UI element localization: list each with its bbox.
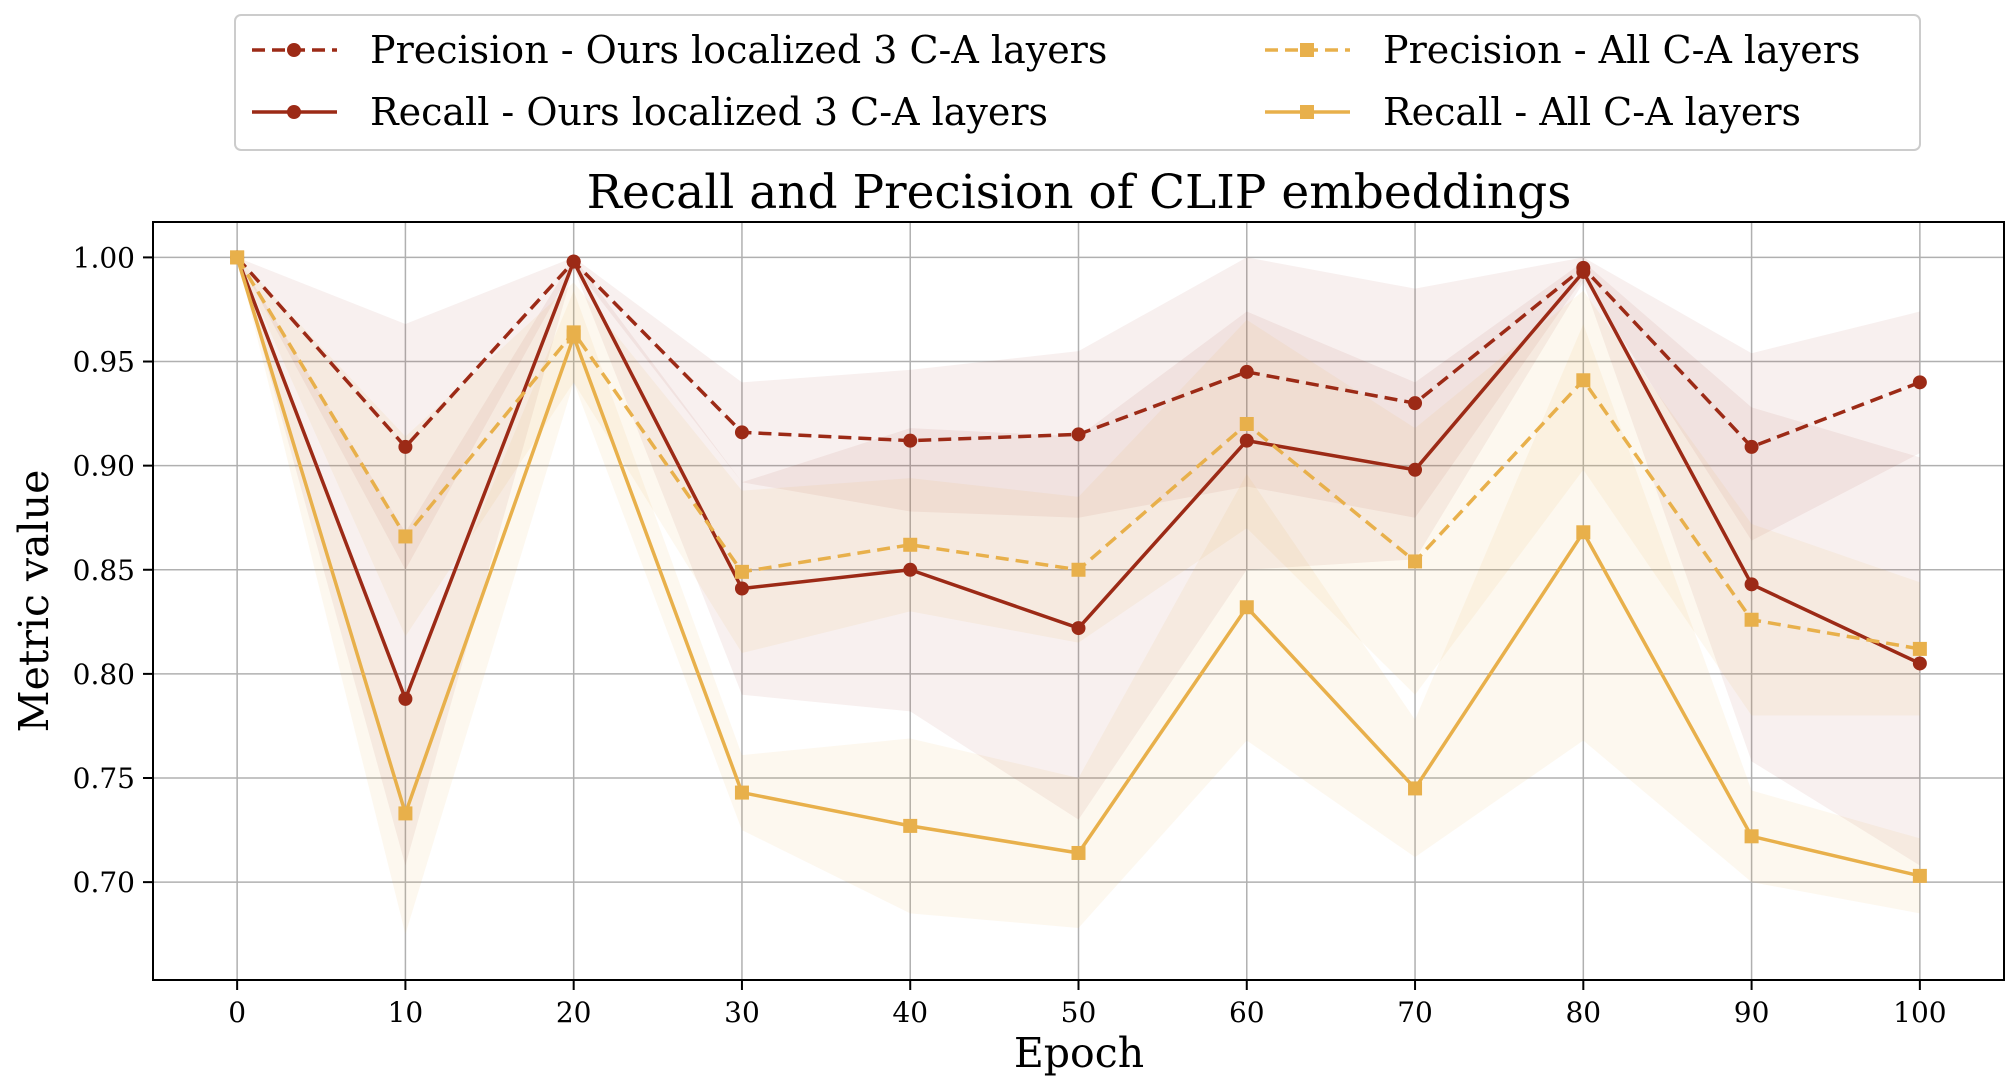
data-point xyxy=(398,691,413,706)
data-point xyxy=(1744,439,1759,454)
x-axis-label: Epoch xyxy=(1014,1029,1144,1077)
legend-entry-label: Precision - Ours localized 3 C-A layers xyxy=(370,28,1107,72)
y-tick-label: 0.90 xyxy=(73,450,135,483)
data-point xyxy=(1071,845,1086,860)
data-point xyxy=(1744,577,1759,592)
data-point xyxy=(230,250,245,265)
data-point xyxy=(903,433,918,448)
data-point xyxy=(398,806,413,821)
confidence-band-1 xyxy=(237,257,1920,866)
legend-marker xyxy=(1300,105,1314,119)
data-point xyxy=(1912,375,1927,390)
data-point xyxy=(1744,612,1759,627)
data-point xyxy=(566,254,581,269)
data-point xyxy=(1239,364,1254,379)
grid xyxy=(153,222,2004,980)
data-point xyxy=(1576,373,1591,388)
data-point xyxy=(398,439,413,454)
data-point xyxy=(1576,525,1591,540)
data-point xyxy=(1408,554,1423,569)
x-tick-label: 20 xyxy=(556,996,592,1029)
data-point xyxy=(1408,396,1423,411)
confidence-band-3 xyxy=(237,257,1920,935)
x-tick-label: 40 xyxy=(892,996,928,1029)
x-tick-label: 60 xyxy=(1229,996,1265,1029)
data-point xyxy=(1239,416,1254,431)
data-point xyxy=(1576,264,1591,279)
data-point xyxy=(1239,600,1254,615)
chart-title: Recall and Precision of CLIP embeddings xyxy=(587,165,1572,220)
x-tick-label: 80 xyxy=(1565,996,1601,1029)
x-tick-label: 50 xyxy=(1061,996,1097,1029)
x-tick-label: 70 xyxy=(1397,996,1433,1029)
x-tick-label: 10 xyxy=(388,996,424,1029)
y-tick-label: 0.85 xyxy=(73,554,135,587)
data-point xyxy=(1408,781,1423,796)
data-point xyxy=(1239,433,1254,448)
data-point xyxy=(734,785,749,800)
data-point xyxy=(734,581,749,596)
x-tick-label: 30 xyxy=(724,996,760,1029)
confidence-band-0 xyxy=(237,257,1920,570)
x-tick-label: 0 xyxy=(228,996,246,1029)
legend: Precision - Ours localized 3 C-A layers R… xyxy=(234,14,1921,151)
x-tick-label: 90 xyxy=(1734,996,1770,1029)
data-point xyxy=(734,564,749,579)
data-point xyxy=(566,329,581,344)
legend-entry-label: Recall - All C-A layers xyxy=(1383,90,1801,134)
data-point xyxy=(1408,462,1423,477)
x-tick-label: 100 xyxy=(1893,996,1946,1029)
data-point xyxy=(734,425,749,440)
data-point xyxy=(1744,829,1759,844)
series-markers xyxy=(230,250,1927,883)
data-point xyxy=(1912,641,1927,656)
data-point xyxy=(1071,562,1086,577)
data-point xyxy=(398,529,413,544)
legend-marker xyxy=(1300,43,1314,57)
data-point xyxy=(1071,621,1086,636)
y-tick-label: 0.95 xyxy=(73,346,135,379)
legend-entry-label: Precision - All C-A layers xyxy=(1383,28,1860,72)
data-point xyxy=(903,818,918,833)
legend-entry-label: Recall - Ours localized 3 C-A layers xyxy=(370,90,1048,134)
legend-frame xyxy=(234,14,1921,151)
y-tick-label: 0.80 xyxy=(73,658,135,691)
y-axis-label: Metric value xyxy=(10,470,58,733)
data-point xyxy=(1071,427,1086,442)
axis-ticks: 0 10 20 30 40 50 60 70 80 90 100 0.70 0.75 0.80 0.85 0.… xyxy=(73,241,1947,1029)
legend-marker xyxy=(287,43,301,57)
legend-marker xyxy=(287,105,301,119)
data-point xyxy=(903,562,918,577)
data-point xyxy=(1912,656,1927,671)
data-point xyxy=(903,537,918,552)
y-tick-label: 0.70 xyxy=(73,866,135,899)
data-point xyxy=(1912,868,1927,883)
legend-entries: Precision - Ours localized 3 C-A layers R… xyxy=(252,28,1860,134)
y-tick-label: 1.00 xyxy=(73,241,135,274)
y-tick-label: 0.75 xyxy=(73,762,135,795)
